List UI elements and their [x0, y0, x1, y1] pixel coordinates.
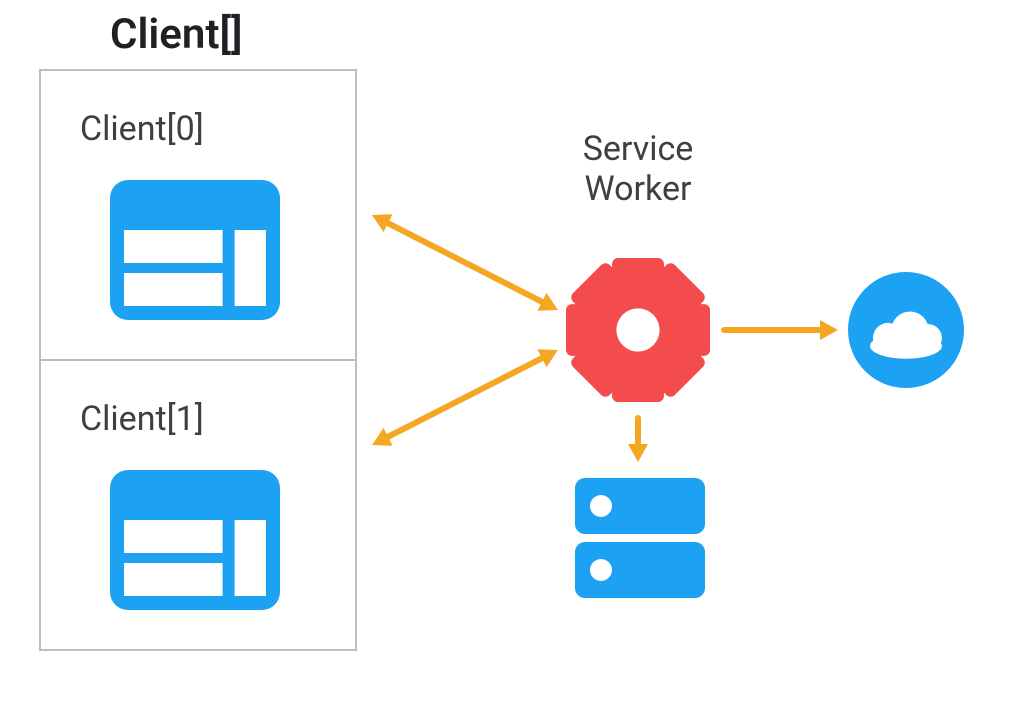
client1-label: Client[1] — [80, 399, 204, 439]
service-worker-label-line1: Service — [583, 129, 694, 169]
service-worker-label-line2: Worker — [584, 169, 691, 209]
client0-label: Client[0] — [80, 109, 204, 149]
clients-container: Client[0] Client[1] — [40, 70, 356, 650]
browser-window-icon — [110, 180, 280, 320]
diagram-canvas: Client[] Client[0] Client[1] Service Work… — [0, 0, 1010, 702]
clients-array-title: Client[] — [110, 10, 242, 59]
browser-window-icon — [110, 470, 280, 610]
gear-icon — [566, 258, 710, 402]
cloud-icon — [848, 272, 964, 388]
server-led — [590, 495, 612, 517]
server-led — [590, 559, 612, 581]
server-icon — [575, 478, 705, 598]
arrow-line — [382, 355, 549, 440]
arrow-line — [382, 220, 549, 305]
